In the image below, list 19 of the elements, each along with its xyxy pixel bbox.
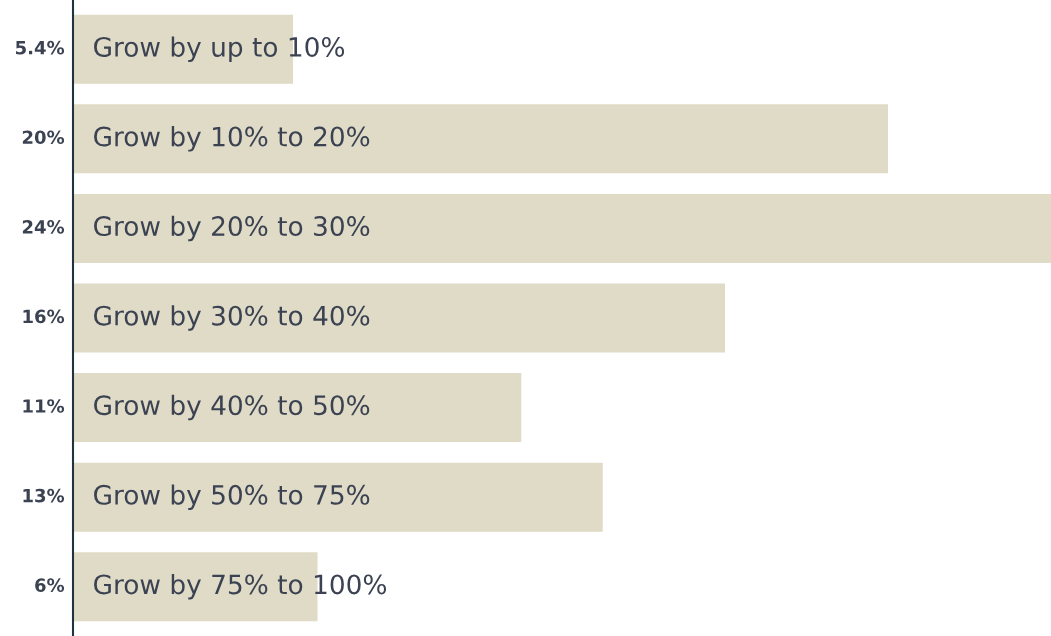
y-tick-label: Grow by up to 10%	[94, 36, 345, 63]
bar	[73, 373, 522, 443]
data-label: 6%	[35, 578, 65, 592]
data-label: 20%	[22, 130, 65, 145]
bar	[73, 193, 1051, 263]
y-tick-label: Grow by 10% to 20%	[94, 126, 370, 152]
y-tick-label: Grow by 40% to 50%	[94, 394, 370, 421]
y-tick-label: Grow by 50% to 75%	[94, 484, 370, 510]
y-tick-label: Grow by 75% to 100%	[94, 573, 387, 600]
bar	[73, 104, 888, 174]
bar	[73, 462, 603, 532]
y-tick-label: Grow by 30% to 40%	[94, 305, 370, 331]
data-label: 13%	[23, 488, 65, 503]
data-label: 24%	[22, 220, 65, 234]
bar	[73, 283, 725, 353]
y-tick-label: Grow by 20% to 30%	[94, 215, 370, 242]
data-label: 16%	[23, 309, 65, 324]
data-label: 11%	[23, 399, 65, 413]
data-label: 5.4%	[15, 40, 65, 55]
